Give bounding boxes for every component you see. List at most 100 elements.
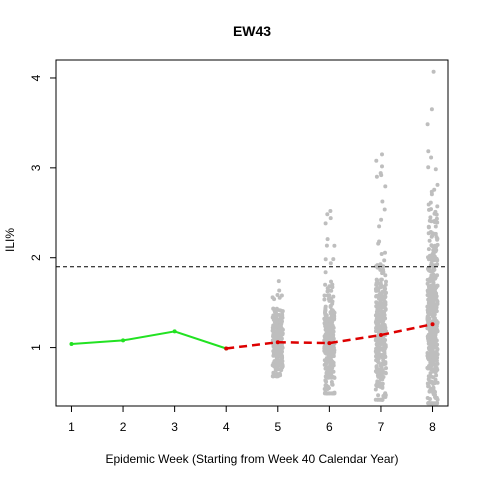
simulation-point [430, 336, 435, 341]
simulation-point [375, 359, 380, 364]
simulation-point [428, 292, 433, 297]
simulation-point [434, 324, 439, 329]
simulation-point [325, 386, 330, 391]
simulation-point [329, 311, 333, 316]
simulation-point [429, 326, 434, 331]
simulation-point [375, 286, 380, 290]
simulation-point [435, 237, 440, 242]
simulation-point [377, 303, 382, 308]
simulation-point [435, 401, 440, 406]
simulation-point [433, 224, 438, 229]
simulation-point [381, 358, 386, 363]
simulation-point [378, 171, 383, 176]
simulation-point [375, 373, 380, 378]
simulation-point [376, 306, 381, 311]
simulation-point [435, 182, 440, 187]
simulation-point [435, 367, 440, 372]
simulation-point [279, 356, 284, 361]
simulation-point [331, 354, 336, 359]
simulation-point [427, 380, 432, 385]
simulation-point [428, 230, 433, 234]
simulation-point [323, 308, 328, 313]
simulation-point [428, 215, 433, 220]
simulation-point [428, 344, 433, 349]
simulation-point [322, 387, 327, 391]
simulation-point [273, 359, 278, 364]
simulation-point [381, 311, 386, 316]
simulation-point [427, 320, 431, 324]
x-tick-label: 5 [274, 420, 281, 434]
simulation-point [377, 397, 382, 402]
simulation-point [425, 304, 430, 309]
simulation-point [435, 283, 440, 288]
simulation-point [271, 328, 276, 333]
simulation-point [382, 258, 387, 263]
simulation-point [426, 247, 431, 252]
simulation-point [381, 318, 386, 323]
simulation-point [270, 338, 275, 343]
series-layer [56, 266, 448, 351]
simulation-point [429, 275, 434, 279]
x-tick-label: 2 [120, 420, 127, 434]
simulation-point [323, 378, 328, 383]
simulation-point [323, 221, 328, 226]
simulation-point [328, 261, 333, 266]
simulation-point [380, 384, 385, 389]
simulation-point [327, 355, 332, 359]
simulation-point [380, 199, 385, 204]
simulation-point [380, 152, 384, 157]
simulation-point [322, 293, 327, 298]
simulation-point [326, 297, 331, 301]
x-tick-label: 3 [171, 420, 178, 434]
observed-series-line [71, 330, 227, 350]
simulation-point [435, 361, 440, 366]
simulation-point [275, 293, 280, 297]
y-tick-label: 3 [29, 164, 43, 171]
simulation-point [435, 397, 440, 402]
simulation-point [326, 328, 331, 333]
simulation-point [376, 309, 381, 314]
simulation-point [383, 291, 388, 296]
forecast-point [327, 341, 332, 346]
simulation-point [374, 370, 379, 375]
simulation-point [323, 282, 328, 287]
simulation-point [432, 249, 437, 254]
simulation-point [431, 69, 436, 74]
simulation-point [376, 356, 381, 361]
simulation-point [271, 331, 276, 336]
simulation-point [322, 321, 327, 326]
chart-title: EW43 [233, 23, 271, 39]
simulation-point [426, 289, 430, 294]
simulation-point [380, 271, 385, 276]
simulation-point [426, 366, 430, 371]
simulation-point [275, 335, 280, 340]
y-tick-label: 4 [29, 74, 43, 81]
simulation-point [377, 224, 382, 229]
simulation-point [427, 279, 432, 284]
simulation-point [426, 341, 431, 346]
observed-point [69, 341, 74, 346]
simulation-point [379, 362, 383, 367]
simulation-point [435, 220, 440, 225]
x-axis: 1 2 3 4 5 6 7 8 [68, 405, 436, 434]
y-axis-label: ILI% [3, 228, 17, 252]
simulation-point [434, 297, 439, 302]
simulation-point [328, 216, 333, 221]
simulation-point [435, 352, 440, 357]
simulation-point [427, 297, 432, 302]
simulation-point [330, 285, 335, 290]
simulation-point [379, 375, 384, 380]
simulation-point [382, 207, 387, 212]
simulation-point [271, 374, 276, 379]
simulation-point [431, 355, 436, 360]
simulation-point [374, 342, 379, 347]
simulation-point [378, 262, 383, 267]
simulation-point [425, 354, 430, 359]
simulation-point [332, 375, 337, 380]
simulation-point [331, 336, 336, 341]
simulation-point [331, 294, 336, 299]
simulation-point [328, 347, 333, 352]
simulation-point [324, 243, 329, 248]
simulation-point [429, 207, 433, 212]
